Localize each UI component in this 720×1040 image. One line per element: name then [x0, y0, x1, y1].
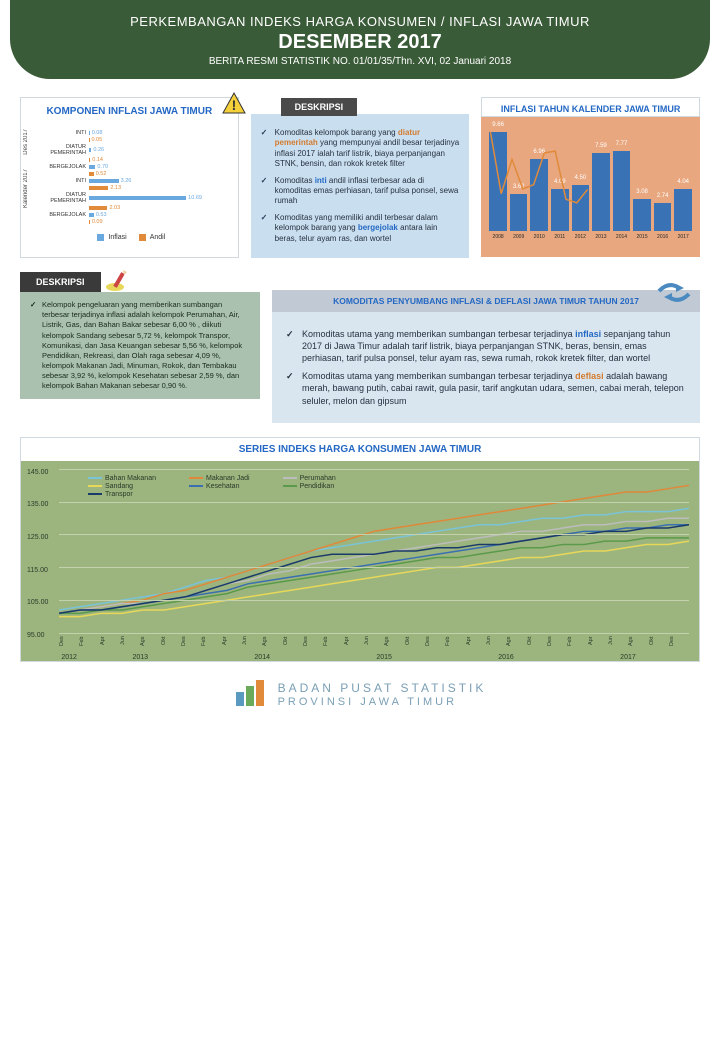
footer-text: BADAN PUSAT STATISTIK PROVINSI JAWA TIMU…	[278, 681, 487, 709]
series-legend: Bahan Makanan Makanan Jadi Perumahan Sandan…	[71, 475, 336, 498]
series-legend-item: Sandang	[71, 483, 156, 490]
panel-komponen-inflasi: KOMPONEN INFLASI JAWA TIMUR Des 2017INTI…	[20, 97, 239, 258]
bar-row: DIATUR PEMERINTAH0.26	[39, 144, 230, 156]
panel-inflasi-tahun: INFLASI TAHUN KALENDER JAWA TIMUR 9.663.…	[481, 97, 700, 258]
bar-row: DIATUR PEMERINTAH10.69	[39, 192, 230, 204]
bar-row: INTI0.08	[39, 130, 230, 136]
deskripsi-center-title: DESKRIPSI	[281, 98, 358, 116]
komoditas-item: Komoditas utama yang memberikan sumbanga…	[286, 370, 686, 406]
series-legend-item: Pendidikan	[266, 483, 336, 490]
bar-row: BERGEJOLAK0.53	[39, 212, 230, 218]
header: PERKEMBANGAN INDEKS HARGA KONSUMEN / INF…	[10, 0, 710, 79]
series-legend-item: Perumahan	[266, 475, 336, 482]
deskripsi-left-body: Kelompok pengeluaran yang memberikan sum…	[20, 292, 260, 399]
komoditas-header: KOMODITAS PENYUMBANG INFLASI & DEFLASI J…	[272, 290, 700, 312]
year-bar: 2.74	[654, 203, 672, 231]
footer-org2: PROVINSI JAWA TIMUR	[278, 696, 487, 709]
year-bar: 3.08	[633, 199, 651, 231]
deskripsi-left-title: DESKRIPSI	[20, 272, 101, 292]
year-bar: 3.62	[510, 194, 528, 231]
bar-row: 0.05	[39, 137, 230, 143]
header-subtitle: BERITA RESMI STATISTIK NO. 01/01/35/Thn.…	[30, 56, 690, 67]
year-bar: 4.50	[572, 185, 590, 231]
panel-komoditas: KOMODITAS PENYUMBANG INFLASI & DEFLASI J…	[272, 290, 700, 423]
series-legend-item: Makanan Jadi	[172, 475, 250, 482]
komoditas-item: Komoditas utama yang memberikan sumbanga…	[286, 328, 686, 364]
series-chart: 145.00135.00125.00115.00105.0095.00 Baha…	[21, 461, 699, 661]
year-bar: 4.04	[674, 189, 692, 231]
year-bar: 4.09	[551, 189, 569, 231]
pencil-icon	[105, 270, 135, 292]
komoditas-title: KOMODITAS PENYUMBANG INFLASI & DEFLASI J…	[282, 296, 690, 306]
footer: BADAN PUSAT STATISTIK PROVINSI JAWA TIMU…	[0, 678, 720, 713]
header-title1: PERKEMBANGAN INDEKS HARGA KONSUMEN / INF…	[30, 14, 690, 29]
komponen-title: KOMPONEN INFLASI JAWA TIMUR	[21, 98, 238, 125]
bar-row: 2.03	[39, 205, 230, 211]
series-legend-item: Transpor	[71, 491, 156, 498]
panel-deskripsi-left: DESKRIPSI Kelompok pengeluaran yang memb…	[20, 270, 260, 423]
bps-logo-icon	[234, 678, 270, 713]
arrows-icon	[654, 276, 694, 306]
year-bar: 6.96	[530, 159, 548, 231]
komponen-barchart: Des 2017INTI0.080.05DIATUR PEMERINTAH0.2…	[21, 125, 238, 230]
series-legend-item: Kesehatan	[172, 483, 250, 490]
bar-row: 0.52	[39, 171, 230, 177]
deskripsi-item: Komoditas yang memiliki andil terbesar d…	[261, 213, 460, 244]
svg-text:!: !	[231, 97, 236, 113]
bar-row: 0.14	[39, 157, 230, 163]
bar-row: 2.13	[39, 185, 230, 191]
bar-row: INTI3.26	[39, 178, 230, 184]
deskripsi-center-body: Komoditas kelompok barang yang diatur pe…	[251, 114, 470, 258]
bar-row: BERGEJOLAK0.70	[39, 164, 230, 170]
series-title: SERIES INDEKS HARGA KONSUMEN JAWA TIMUR	[21, 438, 699, 461]
footer-org1: BADAN PUSAT STATISTIK	[278, 681, 487, 695]
bar-row: 0.09	[39, 219, 230, 225]
inflasi-tahun-title: INFLASI TAHUN KALENDER JAWA TIMUR	[481, 97, 700, 117]
deskripsi-left-text: Kelompok pengeluaran yang memberikan sum…	[30, 300, 250, 391]
year-bar: 7.77	[613, 151, 631, 231]
panel-deskripsi-center: ! DESKRIPSI Komoditas kelompok barang ya…	[251, 97, 470, 258]
deskripsi-item: Komoditas inti andil inflasi terbesar ad…	[261, 176, 460, 207]
year-bar: 9.66	[489, 132, 507, 231]
header-title2: DESEMBER 2017	[30, 31, 690, 54]
komponen-legend: InflasiAndil	[21, 234, 238, 241]
inflasi-tahun-chart: 9.663.626.964.094.507.597.773.082.744.04…	[481, 117, 700, 257]
deskripsi-item: Komoditas kelompok barang yang diatur pe…	[261, 128, 460, 170]
year-bar: 7.59	[592, 153, 610, 231]
komoditas-body: Komoditas utama yang memberikan sumbanga…	[272, 312, 700, 423]
warning-icon: !	[221, 91, 247, 117]
panel-series: SERIES INDEKS HARGA KONSUMEN JAWA TIMUR …	[20, 437, 700, 662]
series-legend-item: Bahan Makanan	[71, 475, 156, 482]
